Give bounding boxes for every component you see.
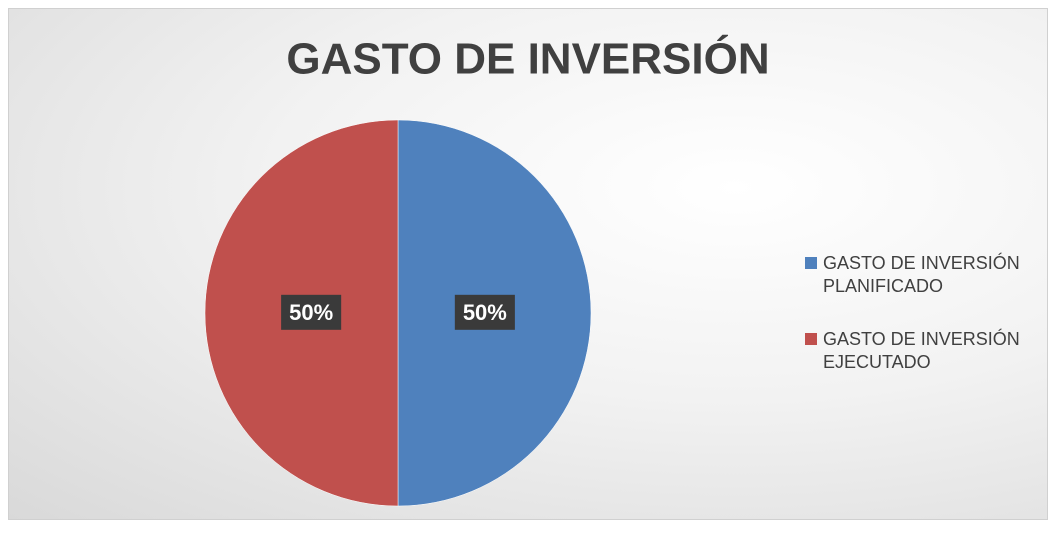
legend-swatch <box>805 257 817 269</box>
legend-item: GASTO DE INVERSIÓN PLANIFICADO <box>805 252 1053 298</box>
legend-label: GASTO DE INVERSIÓN EJECUTADO <box>823 329 1020 372</box>
data-label: 50% <box>281 294 342 330</box>
data-label-box <box>281 294 342 330</box>
legend-label: GASTO DE INVERSIÓN PLANIFICADO <box>823 253 1020 296</box>
data-label-text: 50% <box>463 300 507 325</box>
data-label-text: 50% <box>289 300 333 325</box>
data-label: 50% <box>454 294 515 330</box>
legend-swatch <box>805 333 817 345</box>
chart-title: GASTO DE INVERSIÓN <box>286 34 769 84</box>
data-label-box <box>454 294 515 330</box>
legend-item: GASTO DE INVERSIÓN EJECUTADO <box>805 328 1053 374</box>
